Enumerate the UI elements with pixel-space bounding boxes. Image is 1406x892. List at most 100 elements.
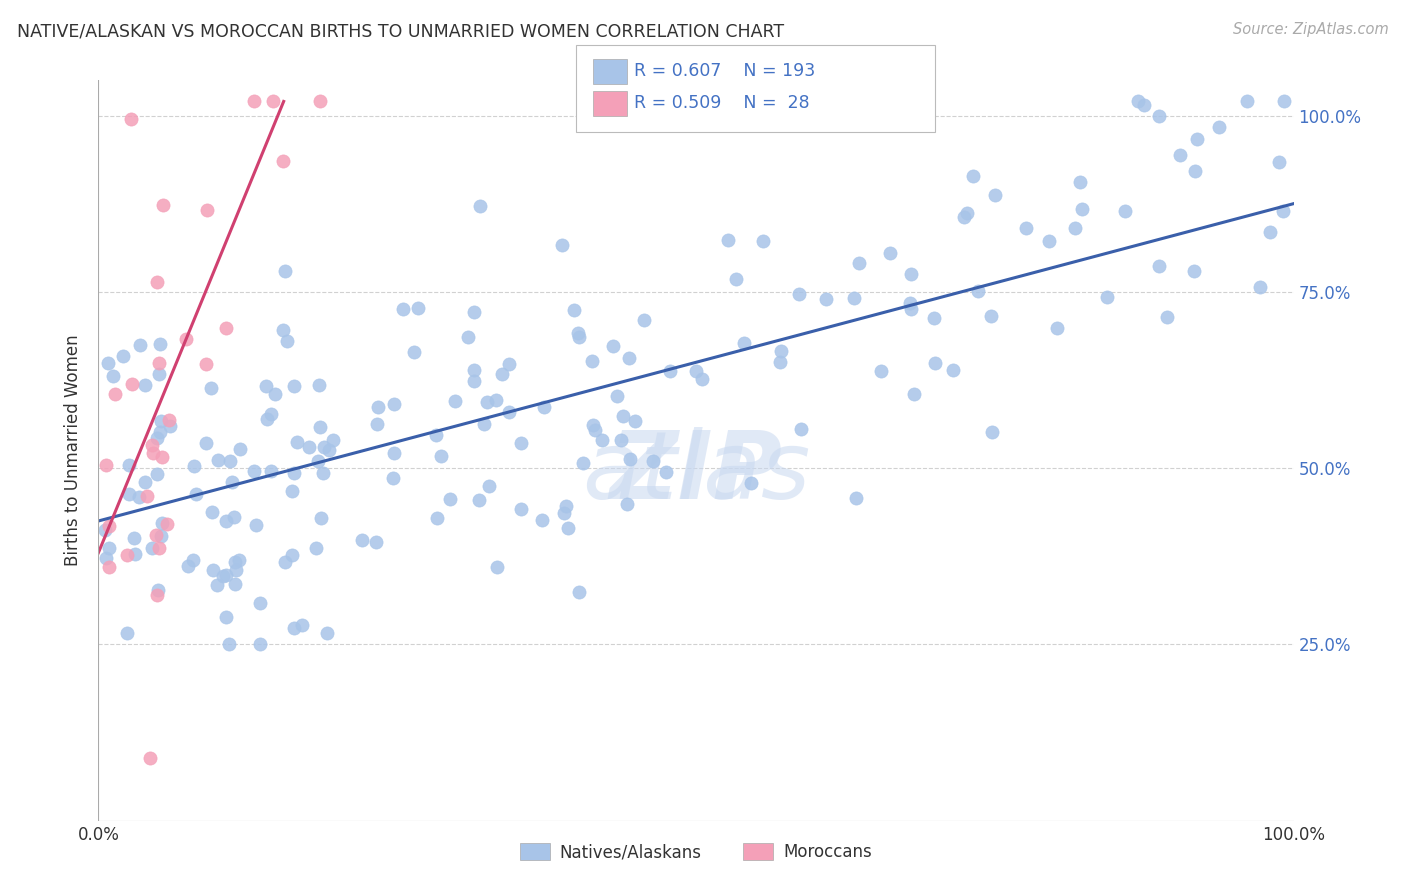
Point [150, 529, 173, 543]
Text: Source: ZipAtlas.com: Source: ZipAtlas.com [1233, 22, 1389, 37]
Point [602, 338, 624, 352]
Point [439, 492, 461, 507]
Point [307, 453, 329, 467]
Point [148, 367, 170, 381]
Point [271, 322, 294, 336]
Point [218, 454, 240, 468]
Point [962, 169, 984, 184]
Point [1236, 95, 1258, 109]
Point [1208, 120, 1230, 135]
Point [150, 450, 173, 464]
Point [898, 296, 921, 310]
Point [186, 486, 208, 500]
Y-axis label: Births to Unmarried Women: Births to Unmarried Women [65, 334, 83, 566]
Point [980, 310, 1002, 324]
Point [1015, 220, 1038, 235]
Legend: Natives/Alaskans, Moroccans: Natives/Alaskans, Moroccans [513, 837, 879, 868]
Point [98, 541, 121, 556]
Point [1095, 290, 1118, 304]
Point [111, 349, 134, 363]
Point [582, 418, 605, 433]
Point [572, 456, 595, 470]
Point [981, 425, 1004, 439]
Point [146, 467, 169, 481]
Point [96, 551, 118, 566]
Point [145, 527, 167, 541]
Point [382, 471, 405, 485]
Point [406, 301, 429, 315]
Point [316, 626, 339, 640]
Point [530, 512, 553, 526]
Point [224, 555, 246, 569]
Point [149, 414, 172, 428]
Point [477, 395, 499, 409]
Point [249, 596, 271, 610]
Point [468, 199, 491, 213]
Point [463, 374, 485, 388]
Point [685, 364, 707, 378]
Point [93, 523, 115, 537]
Point [733, 335, 755, 350]
Point [146, 583, 169, 598]
Point [139, 751, 162, 765]
Point [229, 442, 252, 456]
Point [118, 458, 141, 472]
Point [245, 518, 267, 533]
Point [425, 427, 447, 442]
Point [690, 372, 713, 386]
Point [606, 389, 628, 403]
Point [141, 541, 163, 556]
Point [298, 440, 321, 454]
Point [94, 458, 117, 472]
Point [567, 326, 589, 341]
Point [1184, 164, 1206, 178]
Point [135, 489, 157, 503]
Point [659, 364, 682, 378]
Point [145, 275, 167, 289]
Point [1038, 234, 1060, 248]
Point [752, 235, 775, 249]
Point [283, 379, 305, 393]
Point [984, 187, 1007, 202]
Point [581, 354, 603, 368]
Point [568, 585, 591, 599]
Point [845, 491, 868, 505]
Point [1268, 154, 1291, 169]
Point [609, 433, 631, 447]
Point [510, 436, 533, 450]
Point [457, 329, 479, 343]
Point [121, 376, 143, 391]
Point [903, 387, 925, 401]
Point [1149, 109, 1171, 123]
Point [1114, 203, 1136, 218]
Point [1071, 202, 1094, 217]
Point [194, 357, 217, 371]
Point [218, 637, 240, 651]
Point [624, 414, 647, 428]
Point [770, 344, 793, 359]
Point [641, 454, 664, 468]
Point [262, 95, 284, 109]
Point [145, 431, 167, 445]
Point [952, 210, 974, 224]
Point [260, 464, 283, 478]
Point [366, 417, 388, 431]
Point [281, 548, 304, 562]
Point [98, 518, 121, 533]
Point [312, 466, 335, 480]
Point [583, 423, 606, 437]
Point [97, 560, 120, 574]
Point [922, 311, 945, 326]
Point [498, 405, 520, 419]
Point [382, 446, 405, 460]
Point [124, 547, 146, 561]
Point [1258, 225, 1281, 239]
Point [485, 392, 508, 407]
Point [214, 567, 236, 582]
Point [472, 417, 495, 431]
Point [426, 510, 449, 524]
Point [228, 553, 250, 567]
Point [392, 301, 415, 316]
Point [1046, 320, 1069, 334]
Point [533, 400, 555, 414]
